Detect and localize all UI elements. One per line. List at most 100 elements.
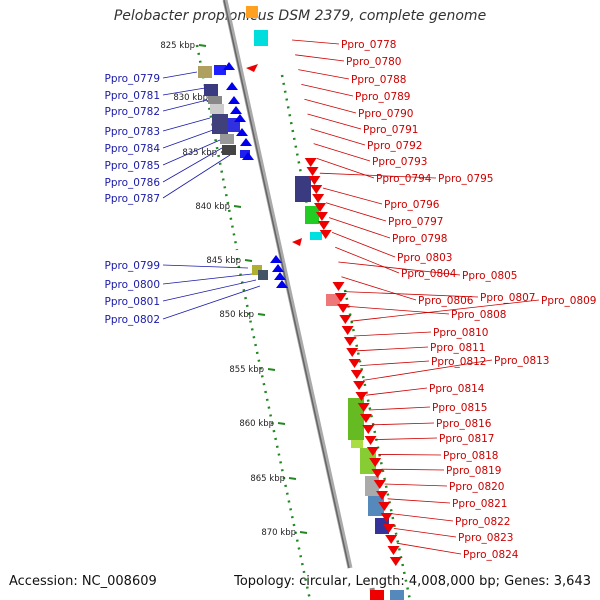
- reverse-gene-leader: [350, 299, 540, 322]
- reverse-gene-leader: [359, 360, 430, 366]
- forward-gene-arrow: [226, 82, 238, 90]
- gene-block: [254, 30, 268, 46]
- reverse-gene-arrow: [355, 392, 368, 401]
- reverse-gene-label: Ppro_0824: [463, 549, 519, 561]
- scale-tick: [257, 313, 266, 316]
- reverse-gene-arrow: [389, 557, 402, 566]
- reverse-gene-arrow: [292, 238, 302, 246]
- scale-tick: [198, 44, 207, 47]
- forward-gene-arrow: [223, 62, 235, 70]
- forward-gene-leader: [162, 147, 223, 183]
- reverse-gene-leader: [295, 54, 345, 62]
- scale-tick-label: 850 kbp: [219, 310, 254, 320]
- reverse-gene-label: Ppro_0809: [541, 295, 596, 307]
- reverse-gene-leader: [362, 359, 493, 381]
- genes-label: Genes: [496, 574, 554, 589]
- reverse-gene-leader: [310, 128, 366, 146]
- forward-gene-label: Ppro_0801: [105, 296, 160, 308]
- gene-block: [240, 150, 250, 158]
- reverse-gene-leader: [292, 39, 340, 45]
- gene-block: [246, 6, 258, 18]
- reverse-gene-leader: [325, 202, 387, 222]
- reverse-gene-label: Ppro_0822: [455, 516, 510, 528]
- forward-gene-arrow: [276, 280, 288, 288]
- reverse-gene-leader: [298, 69, 350, 80]
- scale-tick: [288, 477, 297, 480]
- gene-block: [351, 440, 363, 448]
- reverse-gene-label: Ppro_0791: [363, 124, 418, 136]
- genome-stats: TopologycircularLength4,008,000 bpGenes3…: [234, 574, 591, 589]
- reverse-gene-label: Ppro_0815: [432, 402, 487, 414]
- reverse-gene-label: Ppro_0788: [351, 74, 406, 86]
- reverse-gene-leader: [341, 276, 417, 301]
- scale-tick: [233, 205, 242, 208]
- reverse-gene-label: Ppro_0803: [397, 252, 452, 264]
- reverse-gene-arrow: [369, 458, 382, 467]
- reverse-gene-arrow: [353, 381, 366, 390]
- reverse-gene-leader: [378, 454, 442, 456]
- topology-label: Topology: [234, 574, 299, 589]
- forward-gene-label: Ppro_0784: [105, 143, 161, 155]
- reverse-gene-label: Ppro_0805: [462, 270, 517, 282]
- scale-tick-label: 845 kbp: [206, 256, 241, 266]
- scale-tick-label: 865 kbp: [250, 474, 285, 484]
- reverse-gene-arrow: [312, 194, 325, 203]
- scale-tick-label: 860 kbp: [239, 419, 274, 429]
- reverse-gene-arrow: [350, 370, 363, 379]
- length-value: 4,008,000 bp: [408, 574, 496, 589]
- reverse-gene-arrow: [346, 348, 359, 357]
- reverse-gene-label: Ppro_0790: [358, 108, 413, 120]
- forward-gene-leader: [162, 285, 261, 320]
- reverse-gene-leader: [307, 113, 362, 130]
- gene-block: [365, 476, 379, 496]
- reverse-gene-leader: [332, 232, 396, 258]
- gene-block: [252, 265, 262, 275]
- reverse-gene-arrow: [366, 447, 379, 456]
- reverse-gene-leader: [338, 261, 461, 276]
- forward-gene-leader: [162, 139, 221, 166]
- gene-block: [375, 518, 389, 534]
- gene-block: [208, 96, 222, 104]
- forward-gene-leader: [162, 154, 231, 199]
- map-title: Pelobacter propionicus DSM 2379, complet…: [113, 8, 487, 24]
- topology-value: circular: [299, 574, 348, 589]
- length-label: Length: [347, 574, 409, 589]
- forward-gene-label: Ppro_0800: [105, 279, 160, 291]
- reverse-gene-label: Ppro_0814: [429, 383, 485, 395]
- reverse-gene-arrow: [378, 502, 391, 511]
- reverse-gene-label: Ppro_0793: [372, 156, 427, 168]
- reverse-gene-arrow: [359, 414, 372, 423]
- reverse-gene-arrow: [364, 436, 377, 445]
- forward-gene-label: Ppro_0802: [105, 314, 160, 326]
- reverse-gene-leader: [356, 346, 429, 352]
- reverse-gene-leader: [393, 528, 457, 538]
- reverse-gene-label: Ppro_0810: [433, 327, 488, 339]
- forward-gene-leader: [162, 264, 249, 269]
- reverse-gene-arrow: [387, 546, 400, 555]
- reverse-gene-label: Ppro_0823: [458, 532, 513, 544]
- gene-block: [295, 176, 311, 202]
- reverse-gene-label: Ppro_0813: [494, 355, 549, 367]
- gene-block: [348, 398, 364, 440]
- genome-backbone: [222, 0, 353, 569]
- gene-block: [214, 65, 226, 75]
- forward-gene-label: Ppro_0781: [105, 90, 160, 102]
- forward-gene-label: Ppro_0785: [105, 160, 160, 172]
- reverse-gene-leader: [328, 217, 391, 239]
- reverse-gene-label: Ppro_0812: [431, 356, 486, 368]
- reverse-gene-leader: [366, 387, 428, 396]
- forward-gene-label: Ppro_0782: [105, 106, 160, 118]
- reverse-gene-arrow: [362, 425, 375, 434]
- scale-tick-label: 835 kbp: [182, 148, 217, 158]
- reverse-gene-leader: [319, 172, 437, 179]
- reverse-gene-leader: [335, 246, 400, 274]
- gene-block: [204, 84, 218, 96]
- forward-gene-leader: [162, 99, 208, 112]
- forward-gene-arrow: [230, 106, 242, 114]
- reverse-gene-arrow: [306, 167, 319, 176]
- reverse-gene-label: Ppro_0798: [392, 233, 447, 245]
- reverse-gene-label: Ppro_0792: [367, 140, 422, 152]
- scale-tick: [267, 368, 276, 371]
- reverse-gene-leader: [301, 84, 354, 97]
- forward-gene-label: Ppro_0799: [105, 260, 160, 272]
